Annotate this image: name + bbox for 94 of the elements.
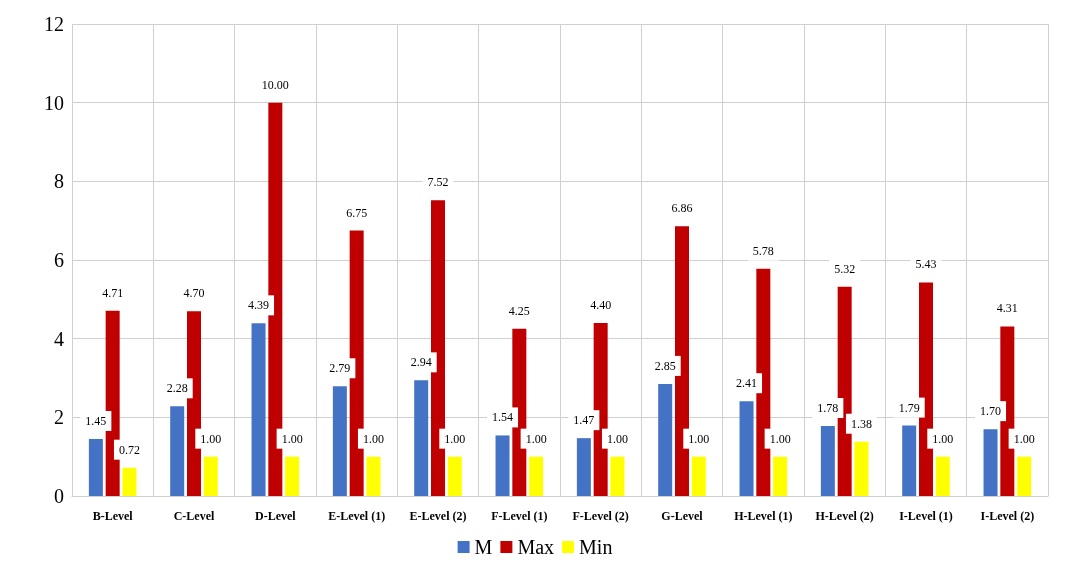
data-label: 1.00: [1013, 431, 1035, 446]
bar: [739, 401, 754, 496]
data-label: 1.47: [573, 413, 595, 428]
data-label: 1.00: [200, 431, 222, 446]
data-label: 1.00: [606, 431, 628, 446]
bar: [332, 386, 347, 496]
bar: [1000, 326, 1015, 496]
x-tick-label: E-Level (1): [328, 509, 386, 523]
data-label: 1.38: [850, 416, 872, 431]
data-label: 4.25: [508, 303, 530, 318]
bar: [983, 429, 998, 496]
x-tick-label: F-Level (1): [491, 509, 548, 523]
y-tick-label: 4: [54, 327, 64, 350]
bar: [773, 456, 788, 496]
data-label: 7.52: [427, 175, 449, 190]
data-label: 4.70: [183, 286, 205, 301]
data-label: 1.79: [898, 400, 920, 415]
bar: [105, 310, 120, 496]
x-tick-label: I-Level (2): [980, 509, 1035, 523]
bar: [837, 286, 852, 496]
data-label: 6.75: [346, 205, 368, 220]
bar: [610, 456, 625, 496]
data-label: 1.00: [525, 431, 547, 446]
bar: [187, 311, 201, 496]
bar: [203, 456, 218, 496]
data-label: 1.00: [932, 431, 954, 446]
bar: [820, 425, 835, 496]
bar: [285, 456, 300, 496]
bar: [919, 282, 933, 496]
data-label: 1.78: [817, 400, 839, 415]
y-tick-label: 0: [54, 485, 64, 507]
data-label: 2.85: [654, 358, 676, 373]
x-tick-label: H-Level (2): [815, 509, 874, 523]
data-label: 5.32: [834, 261, 856, 276]
bar: [1017, 456, 1032, 496]
data-label: 1.00: [688, 431, 710, 446]
bar: [447, 456, 462, 496]
data-label: 4.40: [590, 297, 612, 312]
data-label: 2.41: [736, 376, 758, 391]
data-label: 2.79: [329, 361, 351, 376]
bar: [414, 380, 429, 496]
bar: [756, 268, 771, 496]
bar: [251, 323, 266, 496]
bar: [431, 200, 445, 496]
bar: [593, 322, 608, 496]
data-label: 1.45: [85, 413, 107, 428]
data-label: 2.94: [410, 355, 432, 370]
data-label: 1.00: [362, 431, 384, 446]
data-label: 4.39: [248, 298, 270, 313]
data-label: 1.00: [444, 431, 466, 446]
x-tick-label: D-Level: [255, 509, 297, 523]
bar: [122, 467, 137, 496]
data-label: 6.86: [671, 201, 693, 216]
x-tick-label: B-Level: [92, 509, 134, 523]
data-label: 1.70: [980, 404, 1002, 419]
bar: [902, 425, 917, 496]
x-tick-label: H-Level (1): [734, 509, 793, 523]
bar: [529, 456, 544, 496]
data-label: 2.28: [166, 381, 188, 396]
bar: [658, 383, 673, 496]
legend-label: Min: [579, 536, 613, 558]
x-tick-label: I-Level (1): [899, 509, 953, 523]
legend-label: M: [474, 536, 493, 558]
bar: [576, 438, 591, 496]
data-label: 1.54: [492, 410, 514, 425]
x-tick-label: C-Level: [173, 509, 215, 523]
y-tick-label: 12: [44, 13, 64, 35]
data-label: 5.43: [915, 257, 937, 272]
data-label: 4.71: [102, 285, 124, 300]
y-tick-label: 8: [54, 170, 64, 193]
y-tick-label: 10: [44, 91, 64, 114]
x-tick-label: F-Level (2): [572, 509, 629, 523]
y-tick-label: 6: [54, 249, 64, 271]
bar: [854, 441, 869, 496]
data-label: 10.00: [261, 77, 289, 92]
bar: [268, 102, 283, 496]
bar: [366, 456, 381, 496]
x-tick-label: E-Level (2): [409, 509, 467, 523]
data-label: 0.72: [118, 442, 140, 457]
bar: [675, 226, 689, 496]
x-tick-label: G-Level: [661, 509, 704, 523]
data-label: 4.31: [996, 301, 1018, 316]
bar: [512, 328, 527, 496]
bar: [935, 456, 950, 496]
bar: [170, 406, 185, 496]
bar: [691, 456, 706, 496]
bar: [349, 230, 364, 496]
legend-label: Max: [517, 536, 555, 558]
data-label: 5.78: [752, 243, 774, 258]
bar: [88, 438, 103, 496]
data-label: 1.00: [769, 431, 791, 446]
bar: [495, 435, 510, 496]
data-label: 1.00: [281, 431, 303, 446]
y-tick-label: 2: [54, 406, 64, 429]
